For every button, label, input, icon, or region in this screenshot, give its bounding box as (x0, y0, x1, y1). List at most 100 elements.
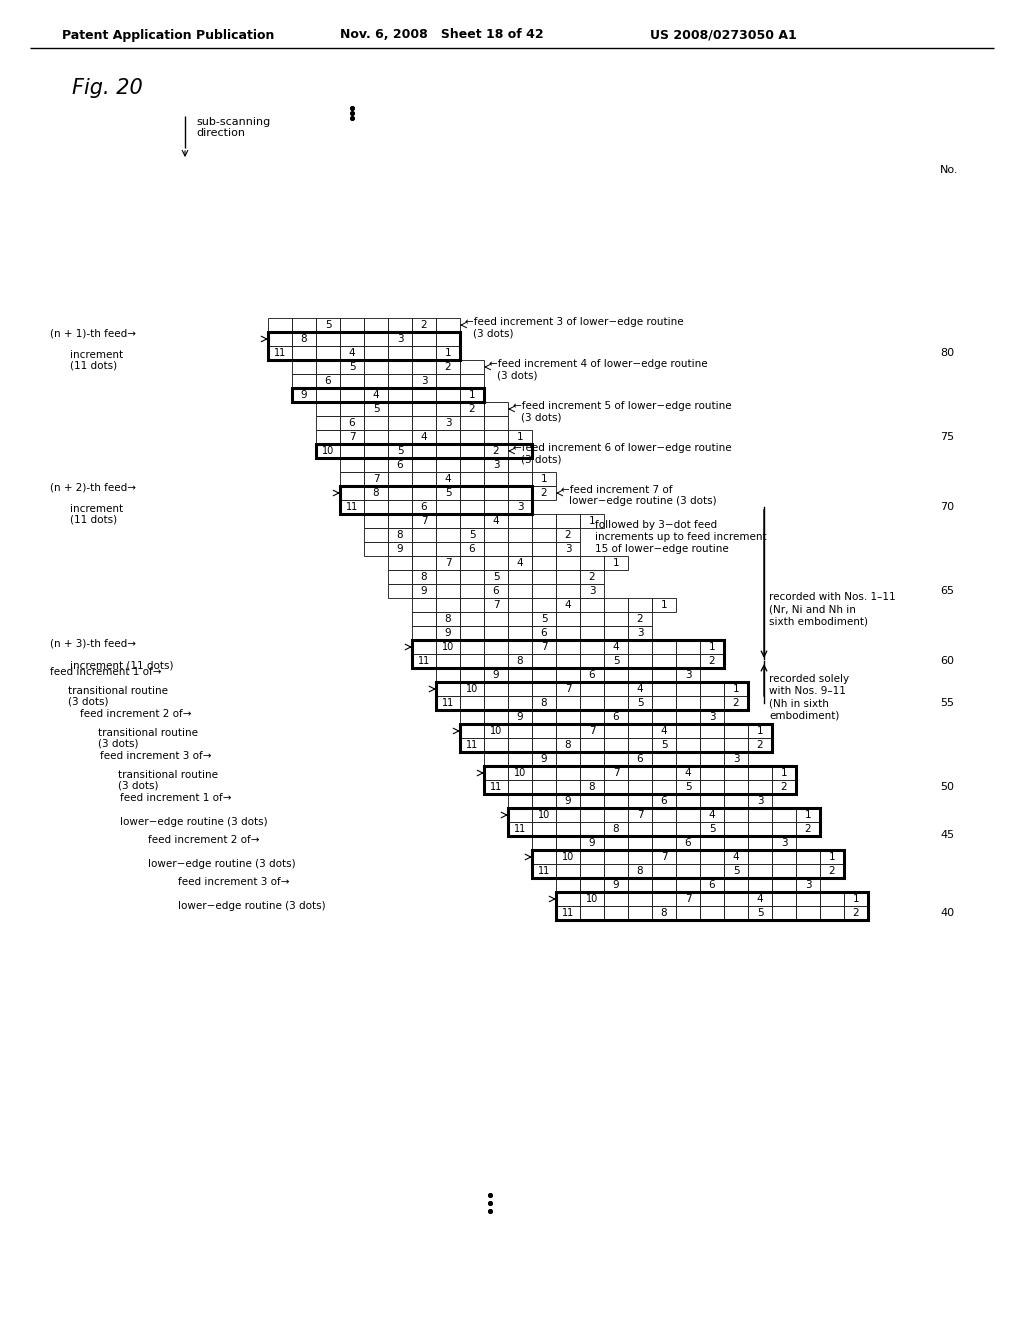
Bar (532, 780, 556, 795)
Bar (580, 626, 604, 640)
Text: transitional routine: transitional routine (118, 770, 218, 780)
Bar (580, 556, 604, 570)
Bar (508, 500, 532, 513)
Text: 5: 5 (733, 866, 739, 876)
Bar (628, 612, 652, 626)
Bar (580, 808, 604, 822)
Bar (532, 513, 556, 528)
Bar (580, 612, 604, 626)
Bar (772, 865, 796, 878)
Bar (748, 780, 772, 795)
Bar (316, 444, 340, 458)
Bar (436, 668, 460, 682)
Bar (652, 696, 676, 710)
Bar (508, 780, 532, 795)
Bar (364, 333, 388, 346)
Bar (532, 653, 556, 668)
Text: 11: 11 (538, 866, 550, 876)
Bar (412, 374, 436, 388)
Bar (412, 640, 436, 653)
Text: followed by 3−dot feed: followed by 3−dot feed (595, 520, 717, 531)
Bar (604, 836, 628, 850)
Bar (676, 850, 700, 865)
Text: 9: 9 (517, 711, 523, 722)
Bar (508, 795, 532, 808)
Bar (364, 473, 388, 486)
Bar (388, 318, 412, 333)
Text: ←feed increment 3 of lower−edge routine: ←feed increment 3 of lower−edge routine (465, 317, 684, 327)
Bar (436, 682, 748, 710)
Bar (340, 473, 364, 486)
Text: 8: 8 (444, 614, 452, 624)
Bar (652, 738, 676, 752)
Bar (676, 696, 700, 710)
Bar (508, 710, 532, 723)
Bar (388, 388, 412, 403)
Bar (700, 822, 724, 836)
Text: embodiment): embodiment) (769, 710, 840, 719)
Bar (316, 333, 340, 346)
Bar (532, 486, 556, 500)
Bar (388, 430, 412, 444)
Bar (628, 626, 652, 640)
Bar (460, 738, 484, 752)
Text: sub-scanning: sub-scanning (196, 117, 270, 127)
Bar (388, 556, 412, 570)
Bar (532, 836, 556, 850)
Bar (532, 696, 556, 710)
Bar (580, 583, 604, 598)
Bar (508, 723, 532, 738)
Bar (460, 626, 484, 640)
Text: 1: 1 (660, 601, 668, 610)
Bar (532, 640, 556, 653)
Bar (484, 513, 508, 528)
Bar (724, 738, 748, 752)
Text: 5: 5 (373, 404, 379, 414)
Text: (3 dots): (3 dots) (473, 327, 513, 338)
Text: 8: 8 (396, 531, 403, 540)
Bar (772, 892, 796, 906)
Text: 8: 8 (517, 656, 523, 667)
Bar (652, 668, 676, 682)
Bar (820, 850, 844, 865)
Text: 8: 8 (421, 572, 427, 582)
Bar (436, 528, 460, 543)
Bar (772, 822, 796, 836)
Bar (412, 598, 436, 612)
Bar (652, 752, 676, 766)
Bar (604, 766, 628, 780)
Text: 11: 11 (418, 656, 430, 667)
Bar (436, 333, 460, 346)
Bar (460, 668, 484, 682)
Text: lower−edge routine (3 dots): lower−edge routine (3 dots) (569, 496, 717, 506)
Bar (436, 374, 460, 388)
Bar (604, 822, 628, 836)
Bar (604, 723, 628, 738)
Text: increment (11 dots): increment (11 dots) (70, 661, 173, 671)
Bar (340, 486, 532, 513)
Bar (772, 906, 796, 920)
Bar (460, 653, 484, 668)
Text: 2: 2 (757, 741, 763, 750)
Bar (652, 865, 676, 878)
Bar (748, 850, 772, 865)
Bar (508, 556, 532, 570)
Bar (460, 500, 484, 513)
Bar (484, 766, 508, 780)
Text: 4: 4 (733, 851, 739, 862)
Bar (340, 430, 364, 444)
Text: 2: 2 (564, 531, 571, 540)
Bar (676, 780, 700, 795)
Text: 9: 9 (301, 389, 307, 400)
Text: 6: 6 (589, 671, 595, 680)
Bar (292, 318, 316, 333)
Bar (652, 780, 676, 795)
Bar (532, 752, 556, 766)
Text: feed increment 2 of→: feed increment 2 of→ (148, 836, 259, 845)
Bar (508, 486, 532, 500)
Bar (580, 682, 604, 696)
Bar (508, 766, 532, 780)
Text: 2: 2 (709, 656, 716, 667)
Text: (11 dots): (11 dots) (70, 515, 117, 525)
Bar (316, 416, 340, 430)
